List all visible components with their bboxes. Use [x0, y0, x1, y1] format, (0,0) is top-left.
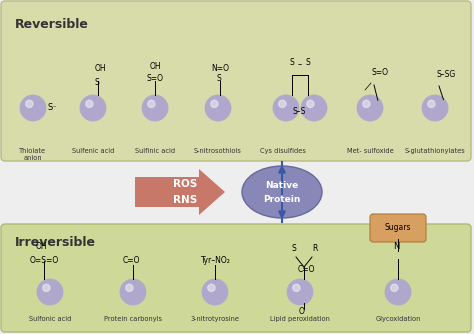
Text: N: N: [393, 242, 399, 251]
Circle shape: [422, 95, 448, 121]
Text: O=S=O: O=S=O: [30, 256, 59, 265]
Circle shape: [363, 100, 370, 108]
Circle shape: [385, 279, 411, 305]
Text: Sugars: Sugars: [385, 223, 411, 232]
Text: S–SG: S–SG: [437, 70, 456, 79]
Text: OH: OH: [95, 64, 107, 73]
Circle shape: [26, 100, 33, 108]
Text: S: S: [291, 244, 296, 253]
Text: N=O: N=O: [211, 64, 229, 73]
Text: R: R: [312, 244, 318, 253]
Text: RNS: RNS: [173, 195, 197, 205]
Text: OH: OH: [36, 242, 47, 251]
Text: Protein carbonyls: Protein carbonyls: [104, 316, 162, 322]
Circle shape: [120, 279, 146, 305]
Circle shape: [391, 284, 398, 292]
Text: Cys disulfides: Cys disulfides: [260, 148, 306, 154]
Text: S⁻: S⁻: [48, 103, 58, 112]
Text: C=O: C=O: [298, 265, 316, 274]
Text: S-glutathionylates: S-glutathionylates: [405, 148, 465, 154]
FancyBboxPatch shape: [370, 214, 426, 242]
Text: Reversible: Reversible: [15, 18, 89, 31]
Text: S: S: [217, 74, 222, 83]
Text: O: O: [299, 307, 305, 316]
Text: Sulfinic acid: Sulfinic acid: [135, 148, 175, 154]
Text: Native: Native: [265, 180, 299, 189]
Circle shape: [273, 95, 299, 121]
Text: 3-nitrotyrosine: 3-nitrotyrosine: [191, 316, 239, 322]
Circle shape: [211, 100, 218, 108]
Circle shape: [86, 100, 93, 108]
Circle shape: [202, 279, 228, 305]
FancyBboxPatch shape: [1, 1, 471, 161]
Text: S: S: [290, 58, 294, 67]
Circle shape: [208, 284, 215, 292]
Text: S–S: S–S: [292, 108, 306, 117]
FancyBboxPatch shape: [1, 224, 471, 332]
Text: Glycoxidation: Glycoxidation: [375, 316, 421, 322]
Text: OH: OH: [150, 62, 162, 71]
Text: ROS: ROS: [173, 179, 197, 189]
Text: S=O: S=O: [372, 68, 389, 77]
FancyArrow shape: [135, 169, 225, 215]
Text: Lipid peroxidation: Lipid peroxidation: [270, 316, 330, 322]
Circle shape: [301, 95, 327, 121]
Circle shape: [126, 284, 133, 292]
Text: –: –: [298, 60, 302, 69]
Text: S: S: [306, 58, 310, 67]
Text: Irreversible: Irreversible: [15, 236, 96, 249]
Text: Thiolate
anion: Thiolate anion: [19, 148, 46, 161]
Circle shape: [279, 100, 286, 108]
Circle shape: [37, 279, 63, 305]
Text: S-nitrosothiols: S-nitrosothiols: [194, 148, 242, 154]
Text: S: S: [95, 78, 100, 87]
Circle shape: [293, 284, 300, 292]
Text: Met- sulfoxide: Met- sulfoxide: [346, 148, 393, 154]
Circle shape: [80, 95, 106, 121]
Ellipse shape: [242, 166, 322, 218]
Circle shape: [20, 95, 46, 121]
Circle shape: [287, 279, 313, 305]
Circle shape: [43, 284, 50, 292]
Circle shape: [307, 100, 314, 108]
Circle shape: [428, 100, 435, 108]
Text: Tyr–NO₂: Tyr–NO₂: [201, 256, 231, 265]
Text: Protein: Protein: [264, 194, 301, 203]
Text: Sulfenic acid: Sulfenic acid: [72, 148, 114, 154]
Text: Sulfonic acid: Sulfonic acid: [29, 316, 71, 322]
Text: S=O: S=O: [147, 74, 164, 83]
Text: C=O: C=O: [123, 256, 140, 265]
Circle shape: [148, 100, 155, 108]
Circle shape: [357, 95, 383, 121]
Circle shape: [205, 95, 231, 121]
Circle shape: [142, 95, 168, 121]
